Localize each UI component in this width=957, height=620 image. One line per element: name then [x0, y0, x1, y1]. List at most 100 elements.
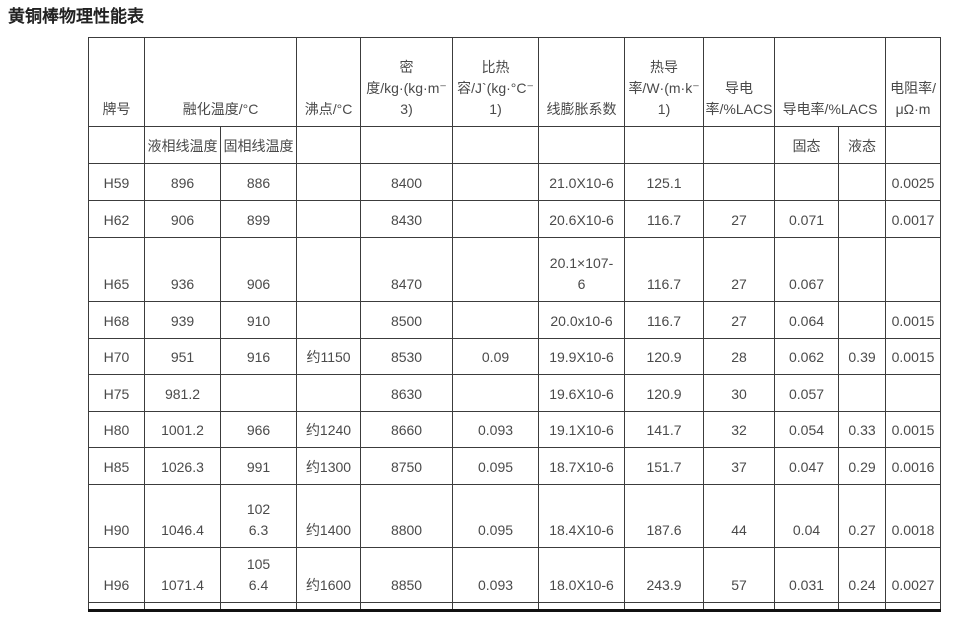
cell-liquidus-temp: 939	[144, 301, 221, 339]
page-title: 黄铜棒物理性能表	[8, 7, 144, 26]
cell-specific-heat	[452, 200, 540, 238]
cell-density: 8430	[360, 200, 454, 238]
cell-conductivity-solid: 0.057	[774, 374, 840, 412]
cell-conductivity-liquid	[838, 602, 887, 612]
cell-grade: H75	[88, 374, 145, 412]
cell-conductivity-lacs	[703, 602, 776, 612]
cell-resistivity	[885, 602, 942, 612]
subheader-empty	[452, 126, 540, 164]
cell-solidus-temp: 991	[219, 447, 298, 485]
cell-boiling-point	[296, 163, 362, 201]
cell-thermal-conductivity: 116.7	[624, 237, 705, 302]
cell-boiling-point: 约1600	[296, 547, 362, 603]
cell-thermal-conductivity: 120.9	[624, 374, 705, 412]
subheader-empty	[296, 126, 362, 164]
cell-density: 8800	[360, 484, 454, 548]
cell-liquidus-temp: 1026.3	[144, 447, 221, 485]
cell-liquidus-temp: 1001.2	[144, 411, 221, 448]
cell-liquidus-temp: 906	[144, 200, 221, 238]
cell-conductivity-liquid	[838, 301, 887, 339]
cell-solidus-temp: 899	[219, 200, 298, 238]
cell-boiling-point: 约1400	[296, 484, 362, 548]
table-row-h75: H75 981.2 8630 19.6X10-6 120.9 30 0.057	[88, 374, 942, 412]
cell-liquidus-temp	[144, 602, 221, 612]
col-header-density: 密 度/kg·(kg·m⁻ 3)	[360, 37, 454, 127]
cell-grade: H65	[88, 237, 145, 302]
cell-conductivity-lacs: 27	[703, 237, 776, 302]
cell-boiling-point	[296, 237, 362, 302]
table-row-h65: H65 936 906 8470 20.1×107- 6 116.7 27 0.067	[88, 237, 942, 302]
table-row-h70: H70 951 916 约1150 8530 0.09 19.9X10-6 120.9 28 0.…	[88, 338, 942, 375]
header-row-1: 牌号 融化温度/°C 沸点/°C 密 度/kg·(kg·m⁻ 3) 比热 容/J…	[88, 37, 942, 127]
cell-grade: H80	[88, 411, 145, 448]
cell-boiling-point: 约1240	[296, 411, 362, 448]
cell-grade: H62	[88, 200, 145, 238]
cell-specific-heat: 0.093	[452, 411, 540, 448]
cell-linear-expansion: 18.4X10-6	[538, 484, 626, 548]
cell-density: 8470	[360, 237, 454, 302]
cell-solidus-temp: 916	[219, 338, 298, 375]
cell-specific-heat: 0.093	[452, 547, 540, 603]
subheader-solid-state: 固态	[774, 126, 840, 164]
table-header: 牌号 融化温度/°C 沸点/°C 密 度/kg·(kg·m⁻ 3) 比热 容/J…	[88, 37, 942, 164]
brass-properties-table: 牌号 融化温度/°C 沸点/°C 密 度/kg·(kg·m⁻ 3) 比热 容/J…	[88, 37, 942, 612]
subheader-empty	[360, 126, 454, 164]
cell-specific-heat	[452, 602, 540, 612]
cell-conductivity-lacs: 27	[703, 301, 776, 339]
cell-solidus-temp	[219, 602, 298, 612]
cell-linear-expansion: 18.0X10-6	[538, 547, 626, 603]
subheader-empty	[703, 126, 776, 164]
cell-boiling-point: 约1300	[296, 447, 362, 485]
cell-conductivity-solid: 0.062	[774, 338, 840, 375]
cell-resistivity: 0.0015	[885, 338, 942, 375]
cell-specific-heat: 0.09	[452, 338, 540, 375]
cell-grade: H85	[88, 447, 145, 485]
cell-liquidus-temp: 981.2	[144, 374, 221, 412]
cell-specific-heat	[452, 374, 540, 412]
cell-boiling-point: 约1150	[296, 338, 362, 375]
cell-conductivity-liquid: 0.24	[838, 547, 887, 603]
cell-density: 8630	[360, 374, 454, 412]
cell-resistivity: 0.0015	[885, 301, 942, 339]
cell-specific-heat: 0.095	[452, 447, 540, 485]
cell-solidus-temp: 102 6.3	[219, 484, 298, 548]
cell-linear-expansion: 20.6X10-6	[538, 200, 626, 238]
cell-conductivity-solid: 0.04	[774, 484, 840, 548]
cell-specific-heat	[452, 237, 540, 302]
cell-density: 8750	[360, 447, 454, 485]
cell-thermal-conductivity: 120.9	[624, 338, 705, 375]
cell-linear-expansion	[538, 602, 626, 612]
cell-density: 8530	[360, 338, 454, 375]
cell-grade: H90	[88, 484, 145, 548]
cell-thermal-conductivity: 116.7	[624, 301, 705, 339]
subheader-liquid-state: 液态	[838, 126, 887, 164]
header-row-2: 液相线温度 固相线温度 固态 液态	[88, 126, 942, 164]
cell-resistivity: 0.0025	[885, 163, 942, 201]
cell-conductivity-liquid: 0.29	[838, 447, 887, 485]
cell-conductivity-solid: 0.064	[774, 301, 840, 339]
cell-conductivity-solid: 0.071	[774, 200, 840, 238]
table-row-h59: H59 896 886 8400 21.0X10-6 125.1 0.0025	[88, 163, 942, 201]
cell-boiling-point	[296, 200, 362, 238]
cell-boiling-point	[296, 301, 362, 339]
cell-conductivity-lacs	[703, 163, 776, 201]
cell-density	[360, 602, 454, 612]
cell-solidus-temp: 910	[219, 301, 298, 339]
subheader-liquidus-temp: 液相线温度	[144, 126, 221, 164]
cell-grade	[88, 602, 145, 612]
cell-grade: H96	[88, 547, 145, 603]
cell-conductivity-solid: 0.047	[774, 447, 840, 485]
cell-linear-expansion: 18.7X10-6	[538, 447, 626, 485]
cell-boiling-point	[296, 602, 362, 612]
table-row-empty	[88, 602, 942, 612]
cell-conductivity-lacs: 37	[703, 447, 776, 485]
cell-resistivity	[885, 237, 942, 302]
table-row-h90: H90 1046.4 102 6.3 约1400 8800 0.095 18.4X10-6 1…	[88, 484, 942, 548]
cell-resistivity: 0.0015	[885, 411, 942, 448]
table-body: H59 896 886 8400 21.0X10-6 125.1 0.0025 H62 906 8…	[88, 163, 942, 612]
cell-liquidus-temp: 896	[144, 163, 221, 201]
subheader-empty	[88, 126, 145, 164]
cell-resistivity: 0.0017	[885, 200, 942, 238]
cell-density: 8500	[360, 301, 454, 339]
col-header-linear-expansion: 线膨胀系数	[538, 37, 626, 127]
